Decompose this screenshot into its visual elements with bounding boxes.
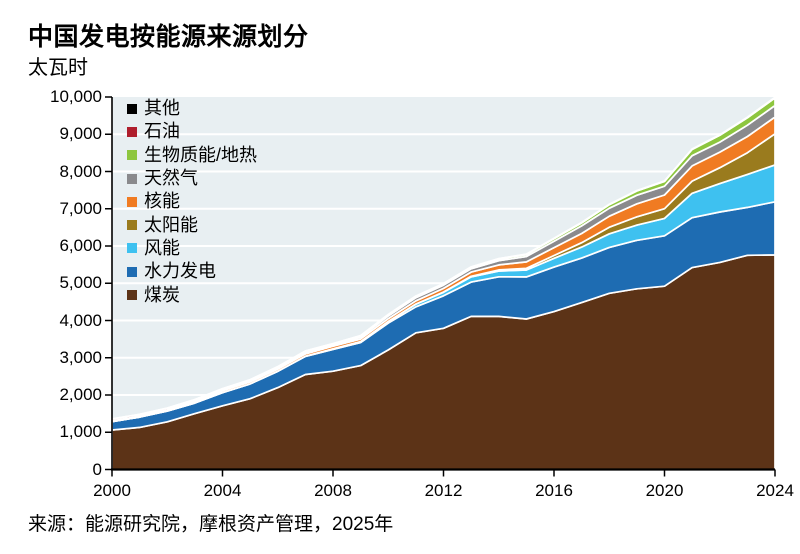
x-axis-tick-label: 2020 bbox=[645, 481, 684, 500]
legend-swatch-icon bbox=[127, 220, 137, 231]
y-axis-tick-label: 3,000 bbox=[59, 347, 102, 367]
x-axis-tick-label: 2000 bbox=[93, 481, 131, 500]
legend-item-hydro: 水力发电 bbox=[127, 260, 257, 283]
legend-label: 天然气 bbox=[144, 168, 198, 189]
legend-item-wind: 风能 bbox=[127, 237, 257, 260]
legend-swatch-icon bbox=[127, 126, 137, 137]
legend-swatch-icon bbox=[127, 103, 137, 114]
y-axis-tick-label: 4,000 bbox=[59, 310, 102, 330]
x-axis-tick-label: 2016 bbox=[535, 481, 573, 500]
legend-label: 生物质能/地热 bbox=[144, 144, 258, 165]
y-axis-tick-label: 9,000 bbox=[59, 124, 102, 144]
x-axis-tick-label: 2012 bbox=[424, 481, 463, 500]
legend-item-nuclear: 核能 bbox=[127, 190, 257, 213]
chart-unit-label: 太瓦时 bbox=[28, 57, 88, 79]
y-axis-tick-label: 1,000 bbox=[59, 422, 102, 442]
legend-swatch-icon bbox=[127, 266, 137, 277]
legend-swatch-icon bbox=[127, 290, 137, 301]
y-axis-tick-label: 5,000 bbox=[59, 273, 102, 293]
legend-label: 水力发电 bbox=[144, 261, 216, 282]
y-axis-tick-label: 7,000 bbox=[59, 198, 102, 218]
legend-item-gas: 天然气 bbox=[127, 167, 257, 190]
x-axis-tick-label: 2024 bbox=[756, 481, 794, 500]
legend: 其他 石油 生物质能/地热 天然气 核能 太阳能 风能水力发电 煤炭 bbox=[127, 97, 257, 307]
legend-item-coal: 煤炭 bbox=[127, 283, 257, 306]
legend-swatch-icon bbox=[127, 150, 137, 161]
legend-label: 煤炭 bbox=[144, 284, 180, 305]
source-note: 来源：能源研究院，摩根资产管理，2025年 bbox=[28, 514, 394, 535]
legend-label: 石油 bbox=[144, 121, 180, 142]
area-other bbox=[111, 96, 776, 420]
legend-label: 太阳能 bbox=[144, 214, 198, 235]
legend-swatch-icon bbox=[127, 173, 137, 184]
legend-item-other: 其他 bbox=[127, 97, 257, 120]
legend-item-biomass: 生物质能/地热 bbox=[127, 144, 257, 167]
legend-swatch-icon bbox=[127, 243, 137, 254]
chart-title: 中国发电按能源来源划分 bbox=[28, 23, 309, 51]
legend-label: 风能 bbox=[144, 237, 180, 258]
legend-label: 核能 bbox=[144, 191, 180, 212]
legend-swatch-icon bbox=[127, 196, 137, 207]
legend-item-solar: 太阳能 bbox=[127, 213, 257, 236]
x-axis-tick-label: 2008 bbox=[314, 481, 352, 500]
y-axis-tick-label: 10,000 bbox=[50, 87, 102, 106]
legend-label: 其他 bbox=[144, 98, 180, 119]
legend-item-oil: 石油 bbox=[127, 120, 257, 143]
y-axis-tick-label: 6,000 bbox=[59, 236, 102, 255]
x-axis-tick-label: 2004 bbox=[203, 481, 242, 500]
y-axis-tick-label: 0 bbox=[92, 459, 102, 479]
y-axis-tick-label: 2,000 bbox=[59, 385, 102, 404]
y-axis-tick-label: 8,000 bbox=[59, 161, 102, 181]
